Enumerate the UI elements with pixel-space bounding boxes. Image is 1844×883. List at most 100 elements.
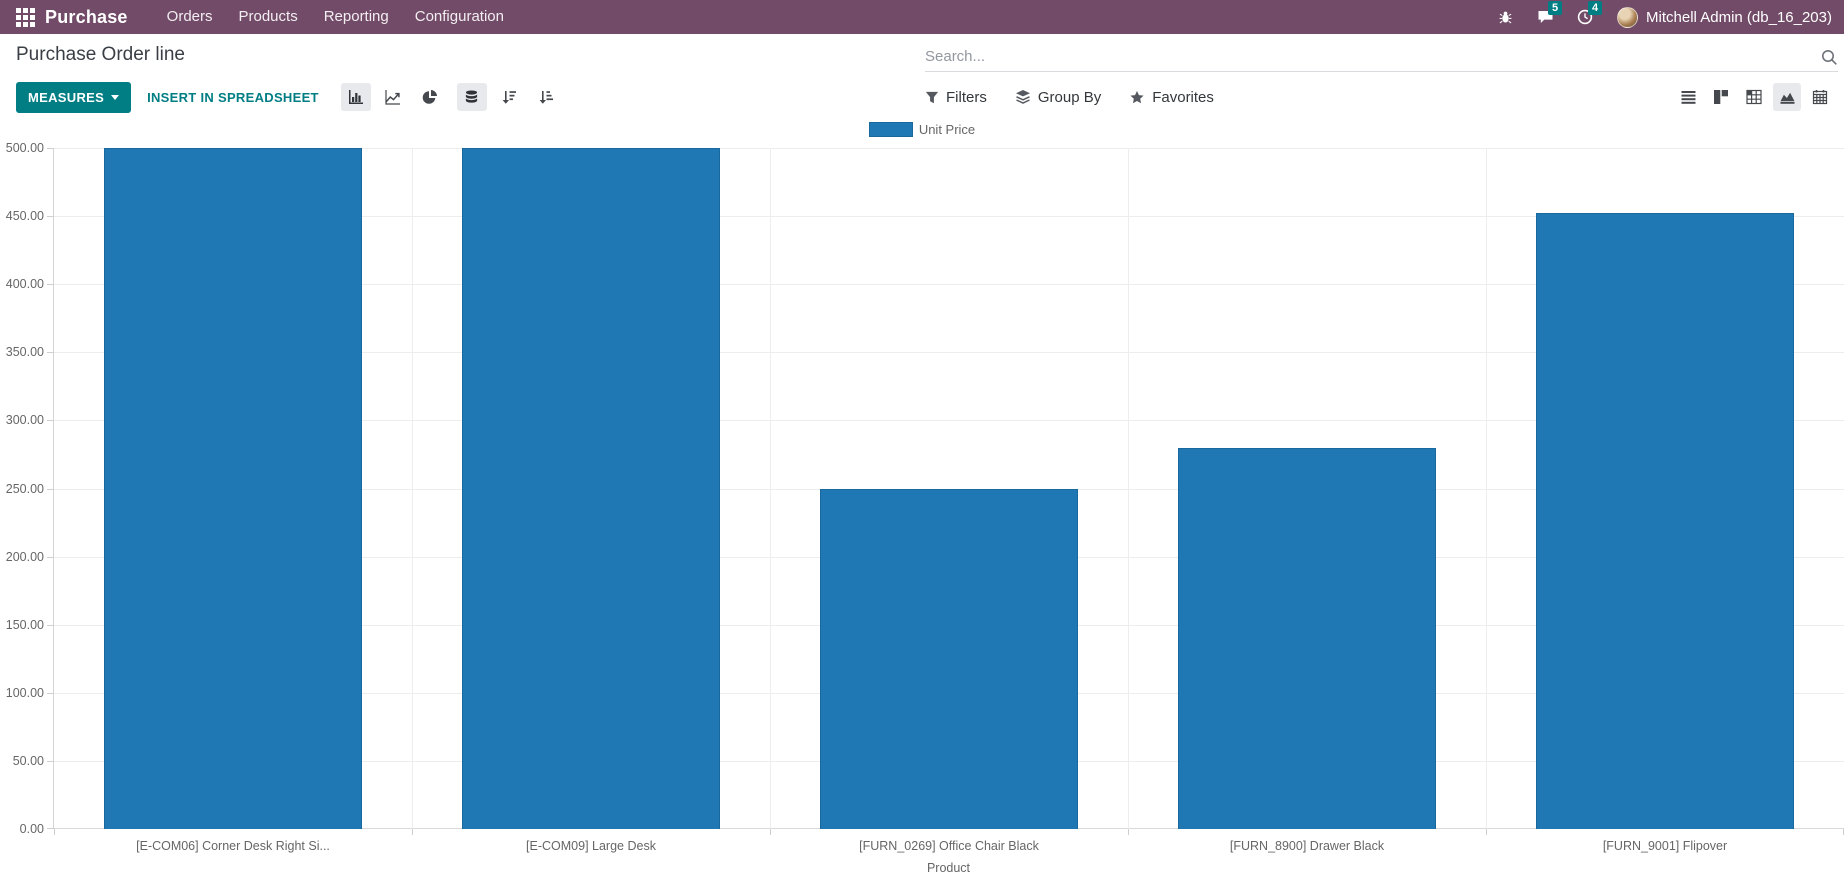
pivot-view-button[interactable] — [1740, 83, 1768, 111]
group-by-button[interactable]: Group By — [1015, 89, 1101, 106]
search-icon[interactable] — [1820, 48, 1838, 66]
measures-button[interactable]: MEASURES — [16, 81, 132, 113]
gridline-h — [54, 352, 1844, 354]
graph-view-button[interactable] — [1773, 83, 1801, 111]
top-navbar: Purchase Orders Products Reporting Confi… — [0, 0, 1844, 34]
group-by-label: Group By — [1037, 88, 1102, 106]
y-tick-label: 50.00 — [12, 753, 44, 768]
y-tick-mark — [47, 760, 54, 762]
y-tick-mark — [47, 352, 54, 354]
search-input[interactable] — [925, 48, 1820, 65]
gridline-h — [54, 216, 1844, 218]
y-tick-label: 150.00 — [5, 617, 44, 632]
x-axis-title: Product — [926, 861, 971, 875]
apps-grid-icon[interactable] — [16, 7, 35, 27]
bar[interactable] — [462, 148, 720, 829]
gridline-v — [412, 148, 413, 829]
list-view-button[interactable] — [1674, 83, 1702, 111]
insert-in-spreadsheet-button[interactable]: INSERT IN SPREADSHEET — [147, 89, 319, 105]
y-tick-mark — [47, 148, 54, 149]
x-tick-mark — [54, 829, 55, 835]
page-title: Purchase Order line — [16, 44, 185, 65]
search-facets: Filters Group By Favorites — [925, 78, 1214, 116]
y-tick-mark — [47, 828, 54, 829]
x-tick-label: [E-COM06] Corner Desk Right Si... — [136, 839, 330, 853]
calendar-view-button[interactable] — [1806, 83, 1834, 111]
x-tick-label: [FURN_9001] Flipover — [1602, 839, 1728, 853]
x-tick-label: [FURN_8900] Drawer Black — [1229, 839, 1385, 853]
favorites-label: Favorites — [1152, 88, 1214, 106]
kanban-view-button[interactable] — [1707, 83, 1735, 111]
gridline-v — [1486, 148, 1487, 829]
app-brand[interactable]: Purchase — [45, 6, 128, 27]
menu-products[interactable]: Products — [238, 8, 298, 25]
sort-amount-asc-icon — [539, 91, 553, 104]
sort-amount-desc-icon — [502, 91, 516, 104]
stacked-database-icon — [466, 90, 478, 103]
gridline-v — [1128, 148, 1129, 829]
bar[interactable] — [1536, 212, 1794, 829]
y-tick-label: 400.00 — [5, 277, 44, 292]
legend-label: Unit Price — [918, 122, 976, 137]
list-view-icon — [1681, 91, 1695, 104]
legend-item-unit-price[interactable]: Unit Price — [868, 122, 976, 137]
filters-button[interactable]: Filters — [925, 89, 987, 106]
y-tick-label: 200.00 — [5, 549, 44, 564]
graph-view: Unit Price 0.00 50.00 100.00 150.00 200.00 25… — [0, 118, 1844, 883]
user-menu[interactable]: Mitchell Admin (db_16_203) — [1617, 6, 1832, 28]
stacked-toggle-button[interactable] — [456, 83, 487, 111]
messages-icon[interactable]: 5 — [1535, 1, 1563, 27]
systray: 5 4 Mitchell Admin (db_16_203) — [1495, 1, 1832, 28]
sort-descending-button[interactable] — [494, 83, 524, 111]
bar-chart-icon — [348, 90, 363, 104]
y-tick-mark — [47, 556, 54, 558]
favorites-button[interactable]: Favorites — [1129, 89, 1214, 106]
graph-options — [456, 83, 561, 111]
activities-clock-icon[interactable]: 4 — [1575, 1, 1603, 27]
control-panel-buttons: MEASURES INSERT IN SPREADSHEET — [0, 78, 1844, 116]
measures-label: MEASURES — [28, 89, 105, 105]
legend-swatch — [868, 122, 913, 137]
messages-badge: 5 — [1548, 1, 1563, 15]
x-tick-mark — [770, 829, 771, 835]
layers-icon — [1015, 90, 1030, 104]
plot-area: 0.00 50.00 100.00 150.00 200.00 250.00 300.00 3… — [6, 141, 1844, 853]
gridline-h — [54, 284, 1844, 286]
chart-legend: Unit Price — [0, 122, 1844, 137]
calendar-view-icon — [1812, 90, 1828, 105]
filter-funnel-icon — [925, 91, 939, 103]
pie-chart-button[interactable] — [415, 83, 445, 111]
line-chart-icon — [385, 90, 400, 105]
x-tick-label: [E-COM09] Large Desk — [526, 839, 656, 853]
y-tick-label: 300.00 — [5, 413, 44, 428]
menu-reporting[interactable]: Reporting — [323, 8, 389, 25]
x-tick-label: [FURN_0269] Office Chair Black — [859, 839, 1039, 853]
gridline-v — [770, 148, 771, 829]
bar[interactable] — [820, 488, 1078, 829]
x-tick-mark — [1486, 829, 1487, 835]
y-tick-label: 450.00 — [5, 209, 44, 224]
graph-view-icon — [1780, 92, 1794, 104]
control-panel: Purchase Order line MEASURES INSERT IN S… — [0, 34, 1844, 118]
view-switcher — [1674, 83, 1834, 111]
gridline-h — [54, 148, 1844, 149]
filters-label: Filters — [946, 88, 987, 106]
y-tick-label: 500.00 — [5, 141, 44, 155]
debug-bug-icon[interactable] — [1495, 7, 1515, 27]
y-tick-mark — [47, 284, 54, 286]
bar-chart-button[interactable] — [340, 83, 371, 111]
sort-ascending-button[interactable] — [531, 83, 561, 111]
line-chart-button[interactable] — [378, 83, 408, 111]
user-avatar — [1617, 6, 1639, 28]
chart-type-switcher — [340, 83, 445, 111]
bar[interactable] — [104, 148, 362, 829]
kanban-view-icon — [1714, 90, 1728, 104]
x-tick-mark — [1128, 829, 1129, 835]
menu-orders[interactable]: Orders — [166, 8, 213, 25]
bar[interactable] — [1178, 447, 1436, 829]
chevron-down-icon — [111, 94, 120, 100]
y-tick-mark — [47, 420, 54, 422]
menu-configuration[interactable]: Configuration — [414, 8, 504, 25]
activities-badge: 4 — [1588, 1, 1603, 15]
